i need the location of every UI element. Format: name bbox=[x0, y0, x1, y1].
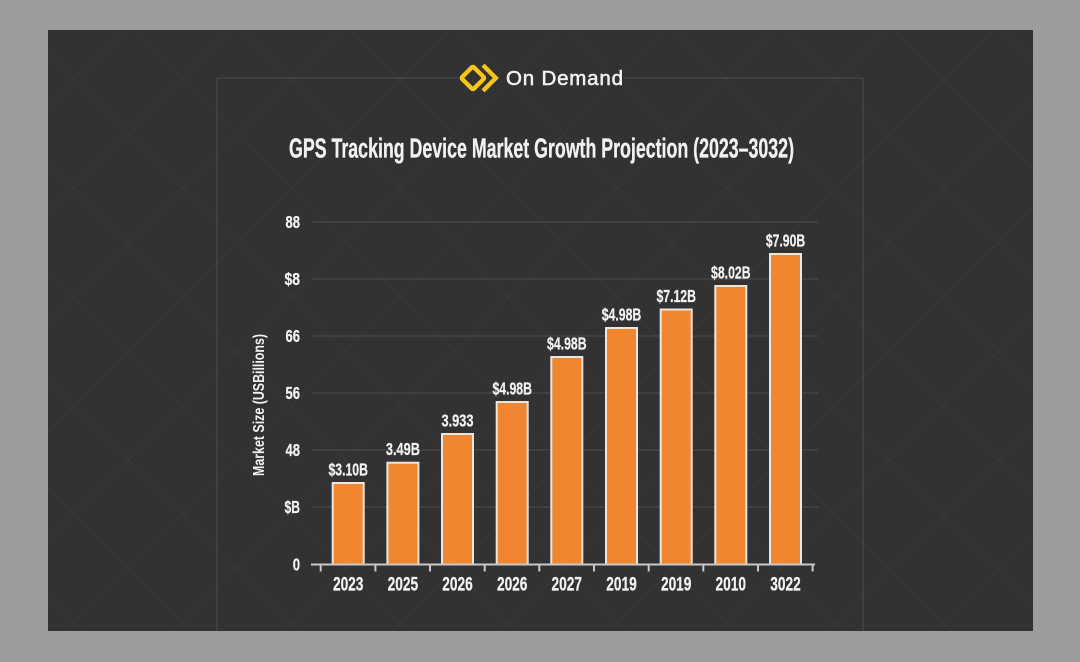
svg-text:$3.10B: $3.10B bbox=[328, 460, 368, 480]
svg-text:48: 48 bbox=[286, 440, 301, 460]
svg-text:2026: 2026 bbox=[497, 575, 528, 596]
svg-text:3.933: 3.933 bbox=[442, 411, 474, 431]
svg-text:$B: $B bbox=[285, 497, 301, 517]
svg-text:On Demand: On Demand bbox=[506, 67, 623, 90]
svg-text:$4.98B: $4.98B bbox=[602, 305, 642, 325]
svg-text:2019: 2019 bbox=[661, 575, 692, 596]
svg-text:$8.02B: $8.02B bbox=[711, 263, 751, 283]
svg-text:$8: $8 bbox=[285, 269, 301, 289]
svg-text:Market Size (USBillions): Market Size (USBillions) bbox=[251, 334, 268, 476]
svg-text:56: 56 bbox=[286, 383, 301, 403]
svg-text:GPS Tracking Device Market Gro: GPS Tracking Device Market Growth Projec… bbox=[289, 133, 794, 164]
svg-text:$7.90B: $7.90B bbox=[766, 231, 805, 251]
svg-text:2026: 2026 bbox=[442, 575, 473, 596]
svg-text:3022: 3022 bbox=[770, 575, 801, 596]
svg-text:$7.12B: $7.12B bbox=[656, 286, 696, 306]
svg-text:2019: 2019 bbox=[606, 575, 637, 596]
svg-text:0: 0 bbox=[293, 555, 300, 575]
svg-text:$4.98B: $4.98B bbox=[492, 379, 532, 399]
svg-text:2023: 2023 bbox=[333, 575, 364, 596]
svg-text:2027: 2027 bbox=[552, 575, 583, 596]
svg-text:2010: 2010 bbox=[716, 575, 747, 596]
svg-text:2025: 2025 bbox=[388, 575, 419, 596]
svg-text:88: 88 bbox=[286, 212, 301, 232]
svg-text:3.49B: 3.49B bbox=[386, 439, 420, 459]
svg-text:66: 66 bbox=[286, 326, 301, 346]
svg-text:$4.98B: $4.98B bbox=[547, 334, 587, 354]
